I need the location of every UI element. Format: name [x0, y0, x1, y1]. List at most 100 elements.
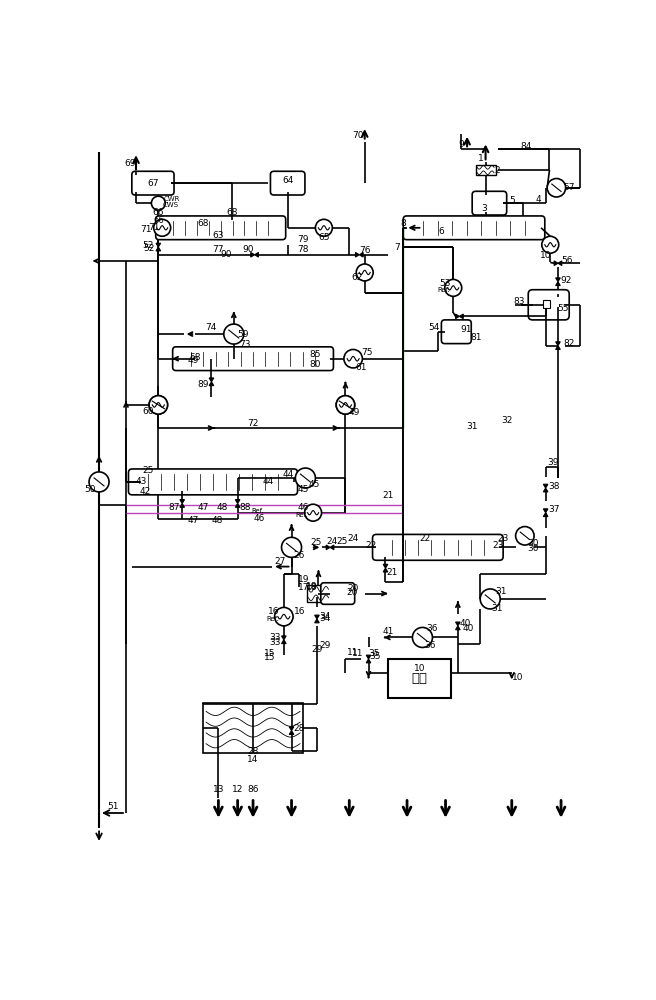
Text: 20: 20 — [346, 588, 358, 597]
Polygon shape — [315, 615, 319, 619]
Text: 88: 88 — [239, 503, 251, 512]
Text: 87: 87 — [168, 503, 180, 512]
Text: 79: 79 — [297, 235, 309, 244]
Text: 15: 15 — [264, 649, 276, 658]
Text: 92: 92 — [560, 276, 571, 285]
Circle shape — [152, 196, 165, 210]
Text: 28: 28 — [293, 724, 305, 733]
Text: 46: 46 — [297, 503, 309, 512]
Circle shape — [445, 279, 462, 296]
Text: 37: 37 — [548, 505, 560, 514]
Text: 75: 75 — [361, 348, 373, 357]
Text: Ref.: Ref. — [251, 508, 264, 514]
Polygon shape — [543, 509, 548, 513]
Text: 36: 36 — [424, 641, 436, 650]
Text: 6: 6 — [439, 227, 445, 236]
Text: CWS: CWS — [163, 202, 178, 208]
Text: 63: 63 — [213, 231, 224, 240]
Text: 59: 59 — [237, 330, 249, 339]
Circle shape — [316, 219, 333, 236]
Text: 10: 10 — [540, 251, 552, 260]
Polygon shape — [209, 382, 214, 386]
Text: 24: 24 — [327, 537, 338, 546]
FancyBboxPatch shape — [173, 347, 333, 371]
Polygon shape — [383, 564, 388, 568]
Text: 47: 47 — [197, 503, 209, 512]
Circle shape — [356, 264, 373, 281]
Text: 15: 15 — [264, 653, 276, 662]
Circle shape — [336, 396, 355, 414]
Text: 29: 29 — [311, 645, 323, 654]
Circle shape — [149, 396, 167, 414]
Text: 72: 72 — [247, 419, 258, 428]
Circle shape — [224, 324, 244, 344]
Polygon shape — [326, 545, 330, 550]
Text: 80: 80 — [309, 360, 320, 369]
FancyBboxPatch shape — [543, 300, 550, 308]
Text: 33: 33 — [269, 633, 280, 642]
Polygon shape — [236, 503, 240, 507]
Text: 28: 28 — [247, 747, 258, 756]
Text: 91: 91 — [461, 325, 472, 334]
Text: 12: 12 — [232, 785, 243, 794]
Circle shape — [89, 472, 109, 492]
Text: 57: 57 — [564, 183, 575, 192]
Text: 20: 20 — [348, 584, 359, 593]
FancyBboxPatch shape — [403, 216, 544, 240]
FancyBboxPatch shape — [132, 171, 174, 195]
Circle shape — [304, 504, 321, 521]
FancyBboxPatch shape — [373, 534, 503, 560]
Polygon shape — [209, 378, 214, 382]
Text: 42: 42 — [140, 487, 151, 496]
Circle shape — [275, 607, 293, 626]
Text: 33: 33 — [269, 638, 280, 647]
FancyBboxPatch shape — [321, 583, 355, 604]
Text: 56: 56 — [562, 256, 573, 265]
FancyBboxPatch shape — [155, 216, 286, 240]
Text: 90: 90 — [242, 245, 253, 254]
Text: CWR: CWR — [163, 196, 180, 202]
Text: 44: 44 — [263, 477, 274, 486]
Circle shape — [149, 396, 167, 414]
Text: 11: 11 — [352, 649, 363, 658]
Text: 35: 35 — [370, 652, 381, 661]
Polygon shape — [359, 252, 363, 257]
Text: 10: 10 — [512, 673, 523, 682]
Text: 22: 22 — [419, 534, 430, 543]
Text: 26: 26 — [293, 551, 305, 560]
Text: 44: 44 — [282, 470, 293, 479]
Circle shape — [413, 627, 432, 647]
Polygon shape — [281, 640, 286, 644]
Text: 78: 78 — [297, 245, 309, 254]
Text: 14: 14 — [247, 755, 258, 764]
Polygon shape — [255, 252, 258, 257]
Text: 90: 90 — [220, 250, 232, 259]
Text: 61: 61 — [355, 363, 367, 372]
Text: 11: 11 — [346, 648, 358, 657]
Text: 27: 27 — [274, 557, 285, 566]
Polygon shape — [251, 252, 255, 257]
Text: 2: 2 — [495, 166, 500, 175]
Polygon shape — [356, 252, 359, 257]
Text: 5: 5 — [509, 196, 515, 205]
Text: 48: 48 — [216, 503, 228, 512]
Text: 32: 32 — [501, 416, 513, 425]
Text: 45: 45 — [297, 485, 309, 494]
Text: 65: 65 — [318, 233, 329, 242]
Polygon shape — [180, 503, 184, 507]
Polygon shape — [455, 314, 459, 319]
Text: 76: 76 — [359, 246, 371, 255]
Text: 53: 53 — [439, 279, 451, 288]
Text: 89: 89 — [197, 380, 209, 389]
Text: 13: 13 — [213, 785, 224, 794]
Text: 19: 19 — [298, 575, 310, 584]
Text: 25: 25 — [310, 538, 322, 547]
Text: 10: 10 — [414, 664, 425, 673]
Polygon shape — [543, 513, 548, 517]
Circle shape — [154, 219, 171, 236]
Text: 52: 52 — [144, 244, 155, 253]
Text: 68: 68 — [226, 208, 238, 217]
Text: 40: 40 — [460, 619, 471, 628]
Polygon shape — [330, 545, 334, 550]
FancyBboxPatch shape — [270, 171, 305, 195]
